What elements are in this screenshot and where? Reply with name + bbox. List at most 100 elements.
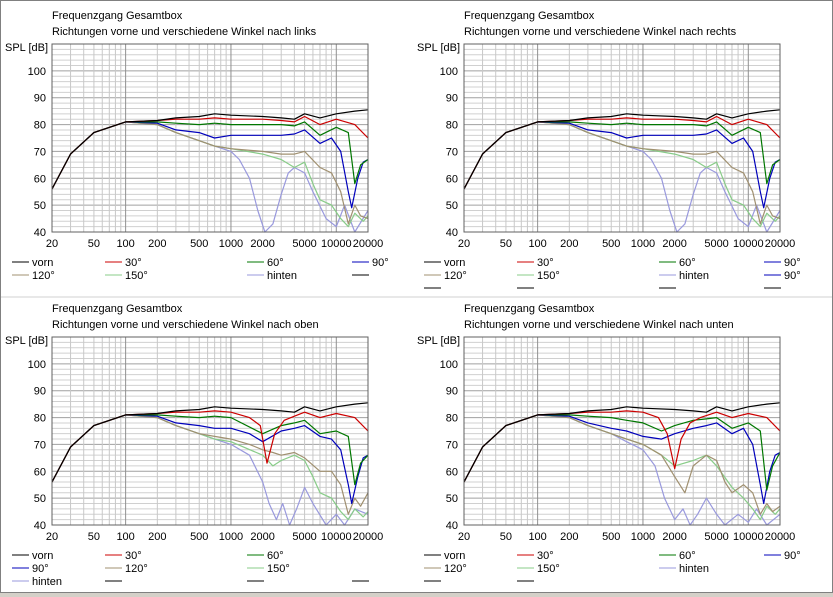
chart-panel-2: Frequenzgang Gesamtbox Richtungen vorne u… [417,10,801,289]
plot-area [52,337,368,525]
y-tick-label: 70 [446,146,458,158]
y-tick-label: 90 [446,386,458,398]
series-line-vorn [51,109,369,190]
legend-label: vorn [444,550,465,562]
x-tick-label: 50 [88,238,100,250]
plot-area [464,337,780,525]
y-tick-label: 40 [34,227,46,239]
chart-title: Frequenzgang Gesamtbox [464,303,595,315]
x-tick-label: 20000 [353,238,384,250]
x-tick-label: 10000 [321,531,352,543]
legend-label: 150° [125,270,148,282]
legend-label: 30° [125,257,142,269]
chart-panel-4: Frequenzgang Gesamtbox Richtungen vorne u… [417,303,801,582]
x-tick-label: 100 [116,238,134,250]
legend-label: 120° [125,563,148,575]
x-tick-label: 100 [528,238,546,250]
y-tick-label: 100 [28,66,46,78]
legend: vorn 30° 60° 90° 120° 150° hinten 90° [424,257,801,289]
chart-subtitle: Richtungen vorne und verschiedene Winkel… [464,26,737,38]
x-tick-label: 2000 [250,531,274,543]
y-tick-label: 80 [34,413,46,425]
x-tick-label: 1000 [631,238,655,250]
plot-frame [51,43,369,233]
x-tick-label: 200 [560,238,578,250]
plot-area [52,44,368,232]
x-tick-label: 10000 [733,531,764,543]
legend-label: 30° [537,257,554,269]
x-tick-label: 2000 [250,238,274,250]
y-tick-label: 100 [440,359,458,371]
legend: vorn 30° 60° 90° 120° 150° hinten [12,550,369,588]
legend-label: 60° [267,550,284,562]
y-tick-label: 70 [446,439,458,451]
y-axis-label: SPL [dB] [5,335,48,347]
x-tick-label: 500 [602,531,620,543]
y-tick-label: 90 [34,93,46,105]
y-tick-label: 50 [34,493,46,505]
legend-label: 90° [784,550,801,562]
y-tick-label: 80 [34,120,46,132]
x-tick-label: 2000 [662,238,686,250]
y-tick-label: 60 [446,173,458,185]
y-tick-label: 60 [446,466,458,478]
y-tick-label: 60 [34,173,46,185]
x-tick-label: 20 [458,531,470,543]
x-tick-label: 50 [88,531,100,543]
y-tick-label: 90 [34,386,46,398]
y-tick-label: 100 [28,359,46,371]
y-tick-label: 40 [446,520,458,532]
chart-panel-3: Frequenzgang Gesamtbox Richtungen vorne u… [5,303,383,588]
legend-label: 60° [267,257,284,269]
x-tick-label: 5000 [704,531,728,543]
legend-label: hinten [32,576,62,588]
legend-label: hinten [679,563,709,575]
legend-label: 90° [32,563,49,575]
y-tick-label: 50 [446,493,458,505]
x-tick-label: 20000 [353,531,384,543]
legend-label: 150° [537,563,560,575]
legend-label: 120° [444,270,467,282]
series-line-vorn [463,402,781,483]
grid [463,43,781,233]
x-tick-label: 5000 [292,238,316,250]
x-tick-label: 500 [190,238,208,250]
plot-area [464,44,780,232]
plot-frame [463,43,781,233]
grid [51,336,369,526]
x-tick-label: 200 [148,531,166,543]
y-tick-label: 90 [446,93,458,105]
legend-label: 120° [32,270,55,282]
series-group [463,402,781,526]
series-line-120deg [51,414,369,515]
legend-label: 90° [784,257,801,269]
y-tick-label: 40 [446,227,458,239]
plot-frame [51,336,369,526]
legend-label: 120° [444,563,467,575]
series-line-vorn [51,402,369,483]
x-tick-label: 1000 [631,531,655,543]
x-tick-label: 500 [602,238,620,250]
series-group [51,402,369,526]
series-line-90deg [51,414,369,505]
x-tick-label: 10000 [733,238,764,250]
legend-label: hinten [679,270,709,282]
y-axis-label: SPL [dB] [5,42,48,54]
chart-subtitle: Richtungen vorne und verschiedene Winkel… [52,26,317,38]
plot-frame [463,336,781,526]
x-tick-label: 100 [528,531,546,543]
x-tick-label: 5000 [704,238,728,250]
legend-label: 150° [537,270,560,282]
chart-subtitle: Richtungen vorne und verschiedene Winkel… [52,319,319,331]
series-line-vorn [463,109,781,190]
x-tick-label: 20000 [765,238,796,250]
chart-title: Frequenzgang Gesamtbox [464,10,595,22]
legend-label: vorn [32,550,53,562]
legend-label: 60° [679,550,696,562]
x-tick-label: 200 [148,238,166,250]
y-tick-label: 70 [34,146,46,158]
y-tick-label: 70 [34,439,46,451]
x-tick-label: 200 [560,531,578,543]
